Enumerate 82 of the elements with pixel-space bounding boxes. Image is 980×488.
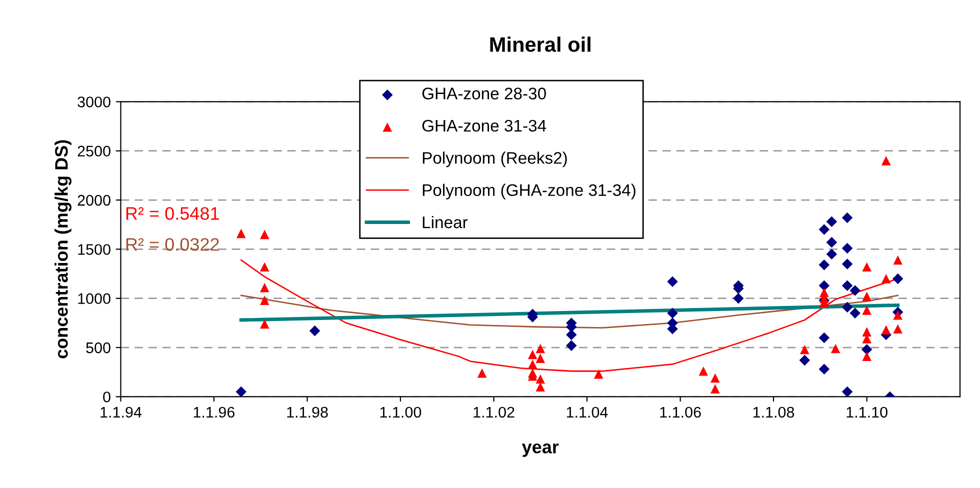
y-tick-label: 1000: [78, 293, 110, 304]
point: [842, 258, 853, 270]
point: [667, 276, 678, 288]
point: [309, 325, 320, 336]
legend-label: Polynoom (Reeks2): [422, 152, 567, 168]
point: [881, 274, 891, 284]
point: [536, 354, 546, 364]
point: [881, 325, 891, 334]
point: [566, 329, 577, 340]
point: [842, 302, 853, 313]
point: [799, 354, 810, 366]
y-axis-title: concentration (mg/kg DS): [54, 140, 72, 358]
x-tick-label: 1.1.98: [287, 406, 328, 418]
legend-label: GHA-zone 28-30: [422, 88, 546, 100]
point: [842, 386, 853, 397]
point: [818, 260, 830, 270]
point: [528, 350, 538, 360]
point: [850, 308, 860, 318]
x-tick-label: 1.1.06: [660, 406, 701, 418]
x-axis-title: year: [522, 443, 559, 457]
point: [536, 382, 546, 392]
y-tick-label: 2500: [78, 146, 110, 157]
x-tick-label: 1.1.00: [380, 406, 422, 418]
point: [536, 344, 546, 354]
x-tick-label: 1.1.02: [474, 406, 514, 418]
annotation: R² = 0.5481: [126, 207, 219, 220]
point: [667, 308, 678, 318]
point: [260, 296, 270, 305]
x-tick-label: 1.1.94: [100, 406, 142, 418]
point: [566, 340, 577, 351]
x-tick-label: 1.1.08: [753, 406, 794, 418]
point: [893, 324, 902, 334]
point: [260, 262, 270, 272]
point: [800, 344, 810, 354]
point: [260, 282, 270, 292]
point: [236, 228, 246, 238]
y-tick-label: 0: [103, 392, 110, 402]
point: [733, 292, 744, 304]
point: [260, 319, 270, 329]
point: [842, 242, 853, 254]
point: [881, 156, 891, 166]
y-tick-label: 3000: [78, 96, 110, 108]
point: [818, 280, 830, 291]
point: [236, 386, 247, 397]
point: [862, 327, 872, 336]
y-tick-label: 1500: [78, 244, 110, 255]
point: [698, 366, 708, 376]
x-tick-label: 1.1.10: [846, 406, 888, 418]
point: [861, 344, 872, 355]
legend-label: GHA-zone 31-34: [422, 120, 546, 132]
legend-label: Linear: [422, 216, 468, 228]
point: [818, 332, 830, 344]
point: [826, 236, 838, 248]
point: [850, 285, 860, 296]
point: [710, 373, 720, 383]
point: [842, 212, 853, 224]
point: [862, 292, 872, 302]
point: [893, 310, 902, 320]
point: [862, 306, 872, 315]
point: [536, 374, 546, 384]
point: [862, 262, 872, 272]
x-tick-label: 1.1.04: [566, 406, 608, 418]
point: [477, 368, 487, 378]
point: [826, 248, 838, 260]
y-tick-label: 500: [86, 342, 110, 354]
y-tick-label: 2000: [78, 194, 110, 206]
point: [892, 273, 904, 284]
point: [260, 230, 270, 240]
point: [826, 216, 838, 228]
point: [842, 280, 853, 291]
legend-label: Polynoom (GHA-zone 31-34): [422, 184, 636, 200]
point: [830, 344, 840, 354]
point: [893, 255, 902, 265]
point: [594, 369, 604, 379]
point: [710, 384, 720, 394]
point: [818, 224, 830, 235]
point: [862, 352, 872, 362]
point: [528, 360, 538, 369]
chart-title: Mineral oil: [490, 36, 590, 52]
annotation: R² = 0.0322: [126, 238, 219, 251]
point: [818, 364, 830, 375]
x-tick-label: 1.1.96: [194, 406, 234, 418]
